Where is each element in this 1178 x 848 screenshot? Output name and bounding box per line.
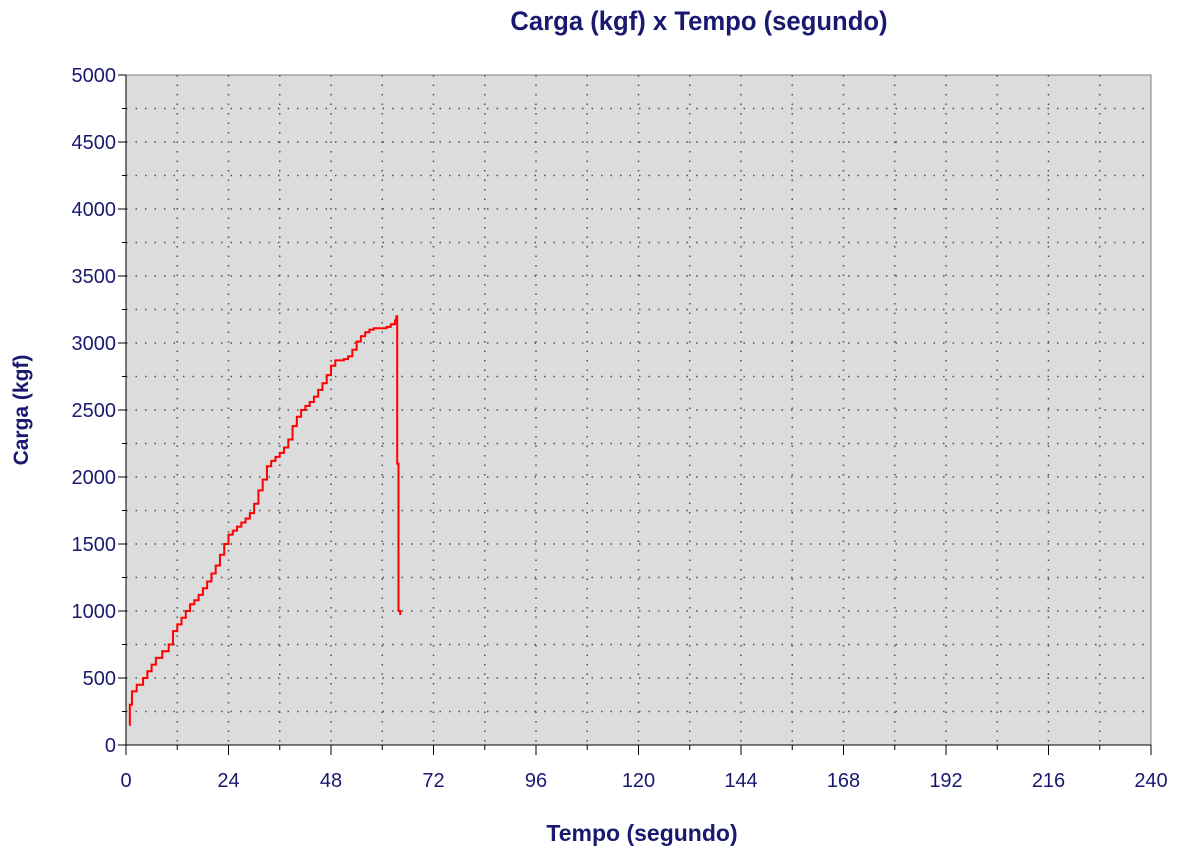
x-tick-label: 24 xyxy=(217,770,239,792)
y-tick-label: 2500 xyxy=(72,400,117,422)
x-tick-label: 96 xyxy=(525,770,547,792)
series-group xyxy=(128,315,402,726)
x-tick-label: 144 xyxy=(724,770,757,792)
y-tick-label: 2000 xyxy=(72,467,117,489)
y-tick-label: 500 xyxy=(83,668,116,690)
x-tick-label: 120 xyxy=(622,770,655,792)
y-tick-label: 3000 xyxy=(72,333,117,355)
y-tick-label: 1000 xyxy=(72,601,117,623)
y-tick-label: 4500 xyxy=(72,132,117,154)
plot-area xyxy=(125,74,1152,746)
x-tick-label: 192 xyxy=(929,770,962,792)
chart-title: Carga (kgf) x Tempo (segundo) xyxy=(510,6,888,36)
x-axis-ticks: 0 24 48 72 96 120 144 168 192 216 240 xyxy=(120,745,1168,792)
x-tick-label: 72 xyxy=(422,770,444,792)
x-axis-label: Tempo (segundo) xyxy=(546,820,738,846)
y-axis-ticks: 0 500 1000 1500 2000 2500 3000 3500 4000 4500 5000 xyxy=(72,65,126,757)
series-line-0 xyxy=(128,315,402,726)
x-tick-label: 240 xyxy=(1134,770,1167,792)
x-tick-label: 0 xyxy=(120,770,131,792)
y-tick-label: 0 xyxy=(105,735,116,757)
x-tick-label: 48 xyxy=(320,770,342,792)
y-tick-label: 5000 xyxy=(72,65,117,87)
x-tick-label: 216 xyxy=(1032,770,1065,792)
y-tick-label: 4000 xyxy=(72,199,117,221)
x-tick-label: 168 xyxy=(827,770,860,792)
y-tick-label: 1500 xyxy=(72,534,117,556)
y-tick-label: 3500 xyxy=(72,266,117,288)
